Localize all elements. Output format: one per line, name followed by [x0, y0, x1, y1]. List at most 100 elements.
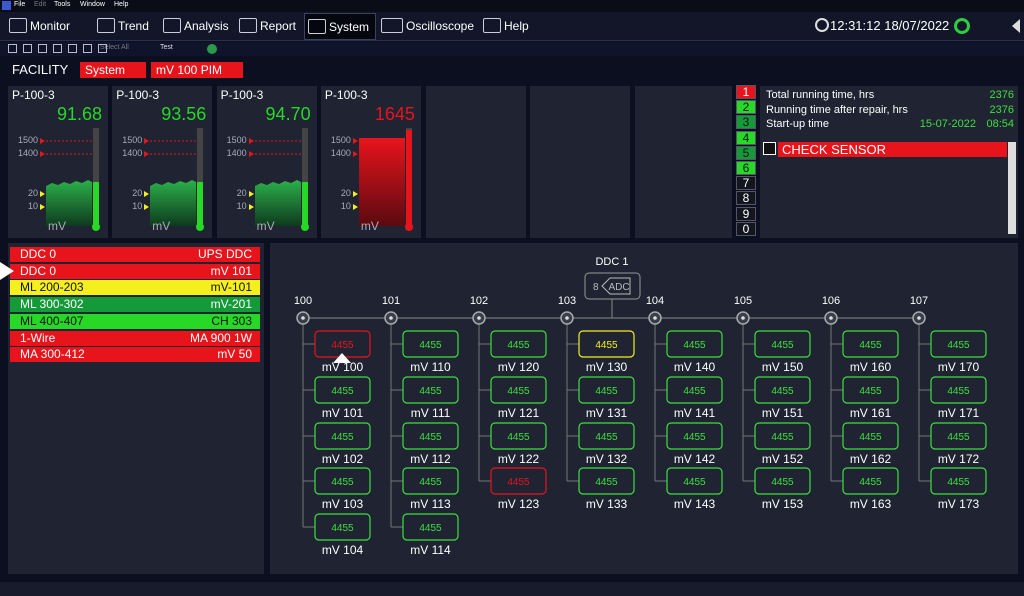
tab-icon — [483, 18, 501, 33]
gauge-name: P-100-3 — [116, 88, 159, 102]
sensor-box[interactable] — [842, 376, 899, 404]
sensor-box[interactable] — [930, 376, 987, 404]
sensor-value: 4455 — [683, 340, 706, 351]
sensor-box[interactable] — [314, 467, 371, 495]
sensor-box[interactable] — [842, 467, 899, 495]
sensor-box[interactable] — [754, 330, 811, 358]
sensor-box[interactable] — [402, 422, 459, 450]
device-name: DDC 0 — [20, 263, 57, 278]
device-detail: mV-201 — [210, 297, 252, 312]
gauge-scale-label: 10 — [132, 201, 143, 211]
sensor-box[interactable] — [578, 376, 635, 404]
menu-item[interactable]: Window — [80, 1, 105, 8]
channel-button[interactable]: 9 — [736, 206, 756, 221]
device-row[interactable]: ML 300-302 mV-201 — [10, 297, 260, 313]
channel-button[interactable]: 8 — [736, 191, 756, 206]
sensor-box[interactable] — [842, 330, 899, 358]
channel-button[interactable]: 7 — [736, 176, 756, 191]
bus-label: 105 — [734, 295, 752, 307]
sensor-label: mV 160 — [850, 360, 892, 374]
sensor-box[interactable] — [578, 330, 635, 358]
bus-node-dot — [917, 316, 921, 320]
sensor-box[interactable] — [490, 422, 547, 450]
scrollbar — [1008, 142, 1016, 234]
tab[interactable]: Help — [480, 13, 532, 40]
sensor-value: 4455 — [947, 477, 970, 488]
sensor-box[interactable] — [314, 422, 371, 450]
tab[interactable]: Analysis — [160, 13, 232, 40]
channel-button[interactable]: 6 — [736, 161, 756, 175]
device-detail: UPS DDC — [197, 247, 252, 261]
tab[interactable]: Trend — [94, 13, 156, 40]
tool-button[interactable]: Test — [160, 44, 173, 51]
gauge-scale-label: 10 — [27, 201, 38, 211]
sensor-box[interactable] — [842, 422, 899, 450]
device-row[interactable]: ML 200-203 mV-101 — [10, 280, 260, 296]
tool-icon — [53, 44, 62, 53]
sound-icon[interactable] — [1005, 19, 1020, 33]
gauge-value: 94.70 — [265, 104, 311, 124]
sensor-value: 4455 — [419, 432, 442, 443]
sensor-value: 4455 — [947, 340, 970, 351]
sensor-box[interactable] — [314, 513, 371, 541]
tab[interactable]: Monitor — [6, 13, 90, 40]
sensor-box[interactable] — [754, 467, 811, 495]
sensor-box[interactable] — [490, 467, 547, 495]
sensor-box[interactable] — [930, 467, 987, 495]
tab[interactable]: Oscilloscope — [378, 13, 474, 40]
tab-label: Trend — [118, 19, 149, 33]
sensor-box[interactable] — [930, 422, 987, 450]
channel-button[interactable]: 4 — [736, 130, 756, 145]
sensor-value: 4455 — [771, 386, 794, 397]
sensor-value: 4455 — [331, 340, 354, 351]
limit-marker — [352, 191, 358, 197]
channel-button[interactable]: 5 — [736, 145, 756, 160]
tab-icon — [97, 18, 115, 33]
sensor-box[interactable] — [314, 376, 371, 404]
sensor-box[interactable] — [402, 376, 459, 404]
device-row[interactable]: MA 300-412 mV 50 — [10, 347, 260, 363]
sensor-box[interactable] — [402, 513, 459, 541]
sensor-box[interactable] — [578, 467, 635, 495]
facility-filter[interactable]: mV 100 PIM — [151, 62, 243, 78]
facility-filter[interactable]: System — [80, 62, 146, 78]
menu-item[interactable]: File — [14, 1, 26, 8]
sensor-box[interactable] — [490, 376, 547, 404]
sensor-box[interactable] — [754, 376, 811, 404]
tool-icon — [38, 44, 47, 53]
channel-button[interactable]: 3 — [736, 115, 756, 130]
sensor-value: 4455 — [419, 386, 442, 397]
device-row[interactable]: ML 400-407 CH 303 — [10, 313, 260, 329]
sensor-box[interactable] — [666, 467, 723, 495]
menu-item[interactable]: Edit — [34, 1, 47, 8]
channel-button[interactable]: 2 — [736, 100, 756, 115]
tab[interactable]: Report — [236, 13, 300, 40]
sensor-box[interactable] — [666, 330, 723, 358]
device-row[interactable]: 1-Wire MA 900 1W — [10, 330, 260, 346]
diagram-title: DDC 1 — [595, 256, 628, 268]
sensor-box[interactable] — [578, 422, 635, 450]
sensor-box[interactable] — [402, 467, 459, 495]
tool-button[interactable]: Select All — [100, 44, 129, 51]
menu-item[interactable]: Tools — [54, 1, 71, 8]
bus-label: 107 — [910, 295, 928, 307]
tab[interactable]: System — [304, 13, 376, 40]
sensor-label: mV 173 — [938, 497, 980, 511]
sensor-box[interactable] — [666, 376, 723, 404]
menu-item[interactable]: Help — [114, 1, 129, 8]
sensor-box[interactable] — [402, 330, 459, 358]
channel-button[interactable]: 1 — [736, 85, 756, 99]
sensor-box[interactable] — [666, 422, 723, 450]
sensor-box[interactable] — [754, 422, 811, 450]
bus-node-dot — [301, 316, 305, 320]
sensor-box[interactable] — [490, 330, 547, 358]
gauge-area — [150, 180, 197, 226]
sensor-value: 4455 — [595, 340, 618, 351]
device-row[interactable]: DDC 0 UPS DDC — [10, 247, 260, 262]
device-row[interactable]: DDC 0 mV 101 — [10, 263, 260, 279]
channel-button[interactable]: 0 — [736, 221, 756, 236]
sensor-box[interactable] — [930, 330, 987, 358]
tool-icon — [8, 44, 17, 53]
limit-marker — [144, 204, 150, 210]
sensor-value: 4455 — [683, 386, 706, 397]
